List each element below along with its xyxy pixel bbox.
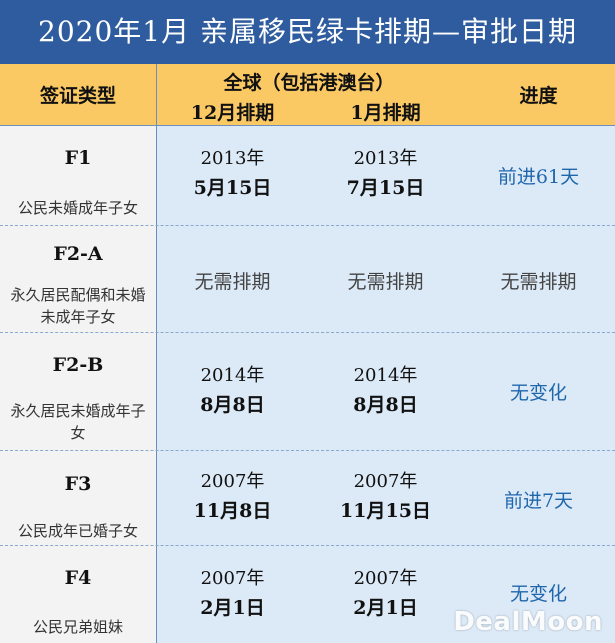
header-global-label: 全球（包括港澳台） (223, 72, 395, 94)
dec-month-day: 8月8日 (200, 394, 265, 416)
header-visa-type: 签证类型 (0, 64, 156, 125)
watermark-logo: DealMoon (453, 607, 603, 637)
row-divider (0, 225, 615, 226)
progress-value: 无变化 (509, 583, 567, 605)
data-cell (157, 332, 615, 450)
dec-date: 2014年 8月8日 (156, 362, 309, 420)
progress-value: 无需排期 (500, 271, 577, 293)
row-divider (0, 125, 615, 126)
visa-type-cell (0, 450, 156, 545)
visa-description: 公民兄弟姐妹 (32, 618, 123, 636)
jan-year: 2014年 (353, 365, 418, 386)
jan-no-schedule: 无需排期 (347, 271, 424, 293)
visa-type-cell (0, 225, 156, 332)
row-divider (0, 545, 615, 546)
table-row: F3 公民成年已婚子女 2007年 11月8日 2007年 11月15日 前进7天 (0, 450, 615, 545)
header-progress: 进度 (462, 64, 615, 125)
row-divider (0, 332, 615, 333)
table-row: F2-B 永久居民未婚成年子女 2014年 8月8日 2014年 8月8日 无变化 (0, 332, 615, 450)
row-divider (0, 450, 615, 451)
dec-month-day: 2月1日 (200, 597, 265, 619)
jan-month-day: 11月15日 (340, 500, 431, 522)
data-cell (157, 125, 615, 225)
dec-year: 2014年 (200, 365, 265, 386)
visa-code: F2-A (53, 243, 103, 265)
visa-type-cell (0, 545, 156, 643)
visa-description: 永久居民未婚成年子女 (10, 402, 146, 442)
header-progress-label: 进度 (519, 85, 558, 107)
header-visa-type-label: 签证类型 (39, 85, 116, 107)
page-title: 2020年1月 亲属移民绿卡排期—审批日期 (0, 0, 615, 64)
dec-date: 2007年 11月8日 (156, 468, 309, 526)
table-row: F4 公民兄弟姐妹 2007年 2月1日 2007年 2月1日 无变化 (0, 545, 615, 643)
visa-description: 公民成年已婚子女 (17, 522, 138, 540)
data-cell (157, 450, 615, 545)
visa-type-cell (0, 332, 156, 450)
header-global: 全球（包括港澳台） 12月排期 1月排期 (156, 64, 462, 125)
jan-month-day: 7月15日 (346, 177, 425, 199)
jan-year: 2007年 (353, 568, 418, 589)
column-divider (156, 64, 157, 643)
data-cell (157, 545, 615, 643)
data-cell (157, 225, 615, 332)
visa-code: F2-B (52, 354, 104, 376)
jan-date: 2007年 11月15日 (309, 468, 462, 526)
visa-code: F1 (64, 147, 92, 169)
table-row: F1 公民未婚成年子女 2013年 5月15日 2013年 7月15日 前进61天 (0, 125, 615, 225)
progress-value: 无变化 (509, 382, 567, 404)
dec-month-day: 11月8日 (193, 500, 272, 522)
jan-month-day: 2月1日 (353, 597, 418, 619)
dec-year: 2007年 (200, 568, 265, 589)
visa-code: F4 (64, 567, 92, 589)
progress-value: 前进7天 (503, 490, 574, 512)
dec-date: 2013年 5月15日 (156, 145, 309, 203)
jan-date: 2014年 8月8日 (309, 362, 462, 420)
header-dec-label: 12月排期 (190, 102, 275, 124)
dec-date: 2007年 2月1日 (156, 565, 309, 623)
jan-date: 2007年 2月1日 (309, 565, 462, 623)
dec-year: 2013年 (200, 148, 265, 169)
table-row: F2-A 永久居民配偶和未婚未成年子女 无需排期 无需排期 无需排期 (0, 225, 615, 332)
visa-description: 公民未婚成年子女 (17, 199, 138, 217)
header-jan-label: 1月排期 (350, 102, 421, 124)
dec-no-schedule: 无需排期 (194, 271, 271, 293)
jan-date: 2013年 7月15日 (309, 145, 462, 203)
dec-month-day: 5月15日 (193, 177, 272, 199)
visa-code: F3 (64, 473, 92, 495)
dec-year: 2007年 (200, 471, 265, 492)
visa-type-cell (0, 125, 156, 225)
progress-value: 前进61天 (497, 166, 580, 188)
jan-year: 2007年 (353, 471, 418, 492)
visa-description: 永久居民配偶和未婚未成年子女 (10, 286, 146, 326)
jan-year: 2013年 (353, 148, 418, 169)
jan-month-day: 8月8日 (353, 394, 418, 416)
